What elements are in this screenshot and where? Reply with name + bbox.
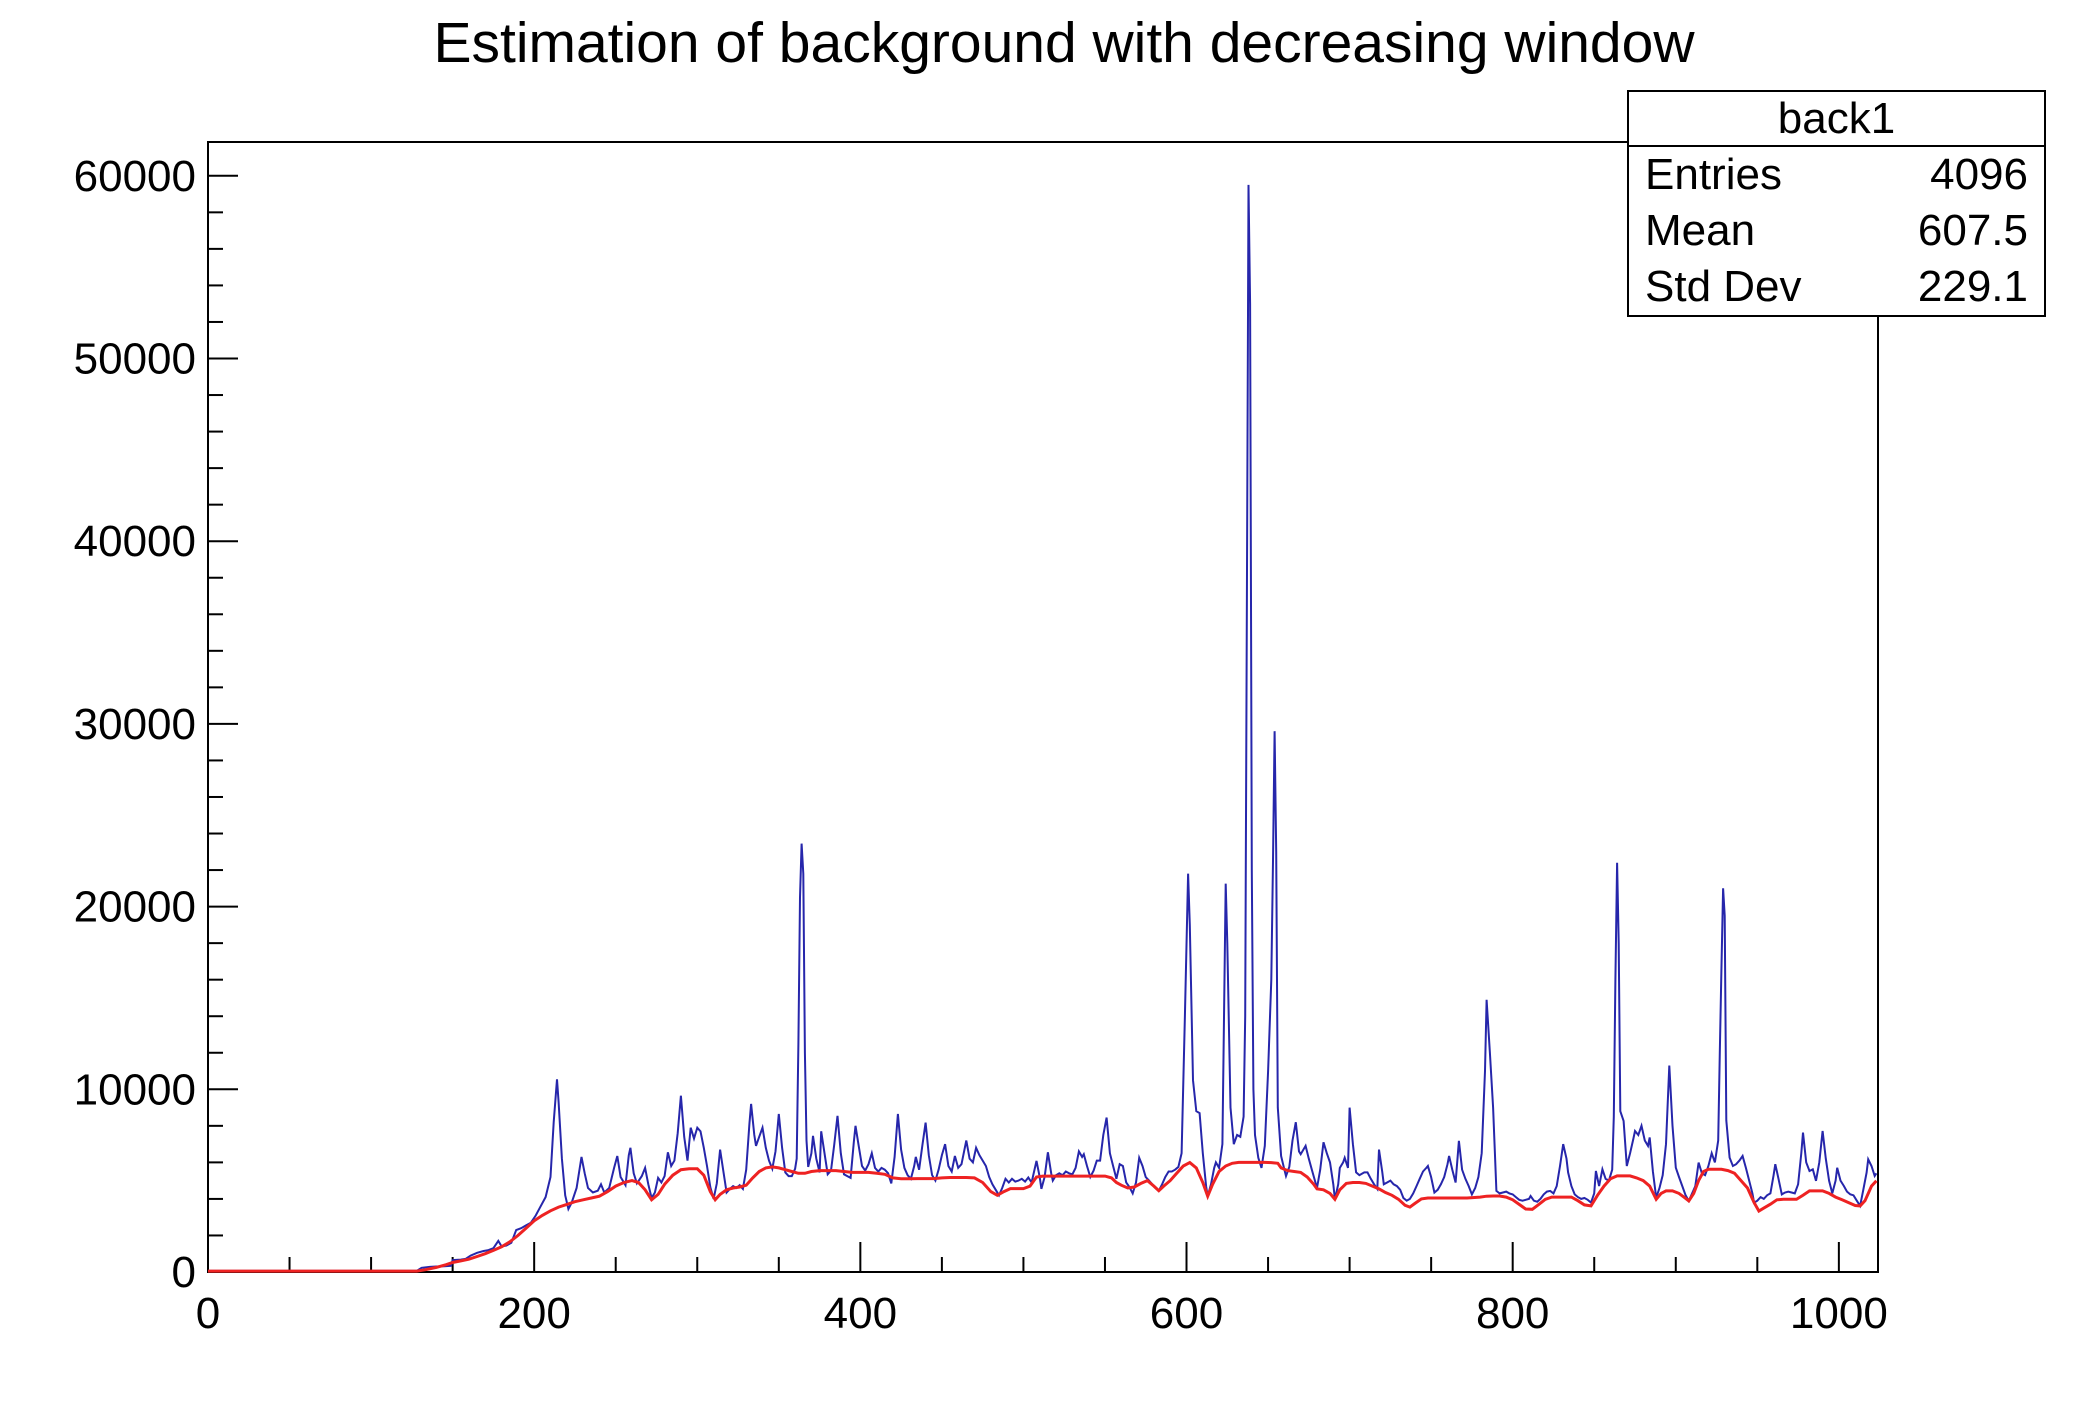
- stats-value: 229.1: [1917, 262, 2028, 311]
- y-axis-tick-label: 30000: [74, 700, 196, 749]
- y-axis-tick-label: 60000: [74, 152, 196, 201]
- x-axis-tick-label: 0: [196, 1289, 220, 1338]
- stats-box: back1 Entries 4096 Mean 607.5 Std Dev 22…: [1627, 90, 2046, 317]
- chart-title: Estimation of background with decreasing…: [433, 11, 1695, 75]
- plot-frame: [207, 141, 1879, 1273]
- x-axis-tick-label: 1000: [1790, 1289, 1888, 1338]
- y-axis-tick-label: 50000: [74, 334, 196, 383]
- spectrum-line: [208, 184, 1878, 1272]
- x-axis-tick-label: 600: [1150, 1289, 1223, 1338]
- background-estimate-line: [208, 1160, 1878, 1273]
- stats-label: Entries: [1645, 150, 1782, 199]
- stats-row-stddev: Std Dev 229.1: [1629, 260, 2044, 314]
- stats-row-mean: Mean 607.5: [1629, 204, 2044, 258]
- y-axis-tick-label: 40000: [74, 517, 196, 566]
- x-axis-tick-label: 800: [1476, 1289, 1549, 1338]
- y-axis-tick-label: 20000: [74, 883, 196, 932]
- y-axis-tick-label: 10000: [74, 1065, 196, 1114]
- stats-label: Std Dev: [1645, 262, 1802, 311]
- x-axis-tick-label: 400: [824, 1289, 897, 1338]
- stats-label: Mean: [1645, 206, 1756, 255]
- stats-row-entries: Entries 4096: [1629, 148, 2044, 202]
- stats-box-rows: Entries 4096 Mean 607.5 Std Dev 229.1: [1629, 147, 2044, 315]
- x-axis-tick-label: 200: [497, 1289, 570, 1338]
- stats-box-title: back1: [1629, 92, 2044, 147]
- stats-value: 4096: [1930, 150, 2028, 199]
- stats-value: 607.5: [1917, 206, 2028, 255]
- y-axis-tick-label: 0: [172, 1248, 196, 1297]
